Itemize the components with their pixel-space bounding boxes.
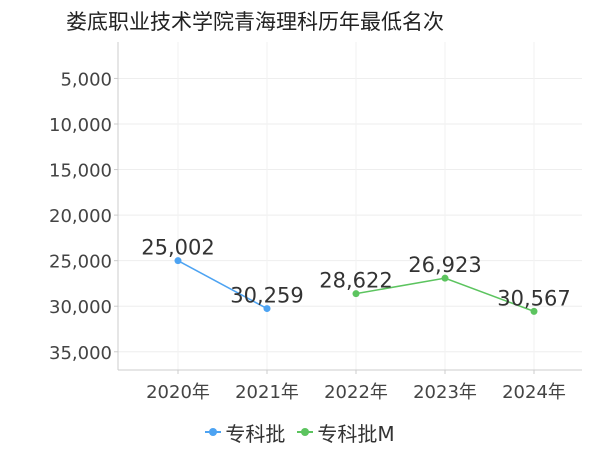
y-tick-label: 10,000 [49, 115, 112, 136]
x-tick-label: 2022年 [324, 382, 388, 403]
x-tick-label: 2020年 [146, 382, 210, 403]
data-point [441, 274, 449, 282]
line-chart: 5,000 10,000 15,000 20,000 25,000 30,000 35,00… [49, 42, 582, 403]
data-point [174, 257, 182, 265]
data-point [530, 307, 538, 315]
legend-marker-series-2 [297, 426, 314, 438]
y-tick-label: 25,000 [49, 252, 112, 273]
data-label: 26,923 [408, 253, 481, 277]
legend-item-series-1[interactable]: 专科批 [205, 418, 285, 447]
y-tick-label: 5,000 [60, 69, 112, 90]
x-tick-label: 2024年 [502, 382, 566, 403]
legend-label-series-1: 专科批 [225, 421, 286, 446]
data-point [352, 290, 360, 298]
legend-marker-series-1 [205, 426, 222, 438]
x-tick-label: 2021年 [235, 382, 299, 403]
data-point [263, 305, 271, 313]
data-label: 30,259 [230, 284, 303, 308]
legend-item-series-2[interactable]: 专科批M [297, 418, 395, 447]
x-tick-label: 2023年 [413, 382, 477, 403]
y-tick-label: 15,000 [49, 161, 112, 182]
y-tick-label: 20,000 [49, 206, 112, 227]
data-label: 28,622 [319, 269, 392, 293]
legend-label-series-2: 专科批M [317, 421, 395, 446]
chart-legend: 专科批 专科批M [0, 418, 600, 446]
chart-title: 娄底职业技术学院青海理科历年最低名次 [66, 10, 444, 34]
series-line-1 [177, 260, 268, 310]
data-label: 30,567 [497, 286, 570, 310]
y-tick-label: 35,000 [49, 343, 112, 364]
y-tick-label: 30,000 [49, 297, 112, 318]
data-label: 25,002 [141, 236, 214, 260]
